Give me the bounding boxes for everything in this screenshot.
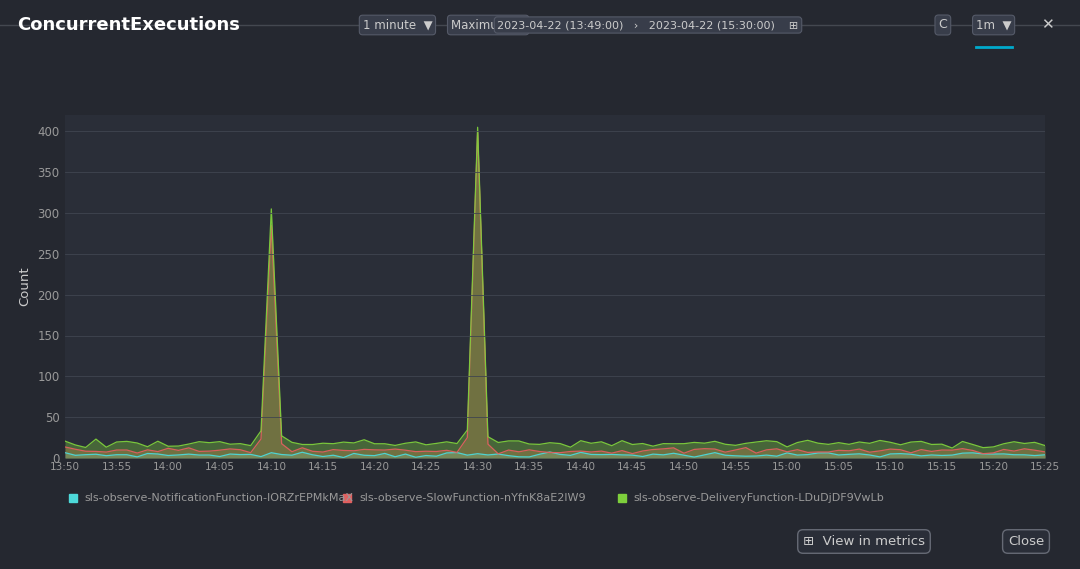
Text: Maximum  ▼: Maximum ▼: [450, 19, 526, 31]
Text: sls-observe-NotificationFunction-IORZrEPMkMaX: sls-observe-NotificationFunction-IORZrEP…: [84, 493, 353, 503]
Y-axis label: Count: Count: [18, 267, 31, 306]
Text: C: C: [939, 19, 947, 31]
Text: ⊞  View in metrics: ⊞ View in metrics: [804, 535, 924, 548]
Text: sls-observe-SlowFunction-nYfnK8aE2lW9: sls-observe-SlowFunction-nYfnK8aE2lW9: [359, 493, 585, 503]
Text: 2023-04-22 (13:49:00)   ›   2023-04-22 (15:30:00)    ⊞: 2023-04-22 (13:49:00) › 2023-04-22 (15:3…: [498, 20, 798, 30]
Text: Close: Close: [1008, 535, 1044, 548]
Text: sls-observe-DeliveryFunction-LDuDjDF9VwLb: sls-observe-DeliveryFunction-LDuDjDF9VwL…: [633, 493, 885, 503]
Text: ConcurrentExecutions: ConcurrentExecutions: [17, 16, 240, 34]
Text: ✕: ✕: [1041, 18, 1054, 32]
Text: 1m  ▼: 1m ▼: [976, 19, 1011, 31]
Text: 1 minute  ▼: 1 minute ▼: [363, 19, 432, 31]
